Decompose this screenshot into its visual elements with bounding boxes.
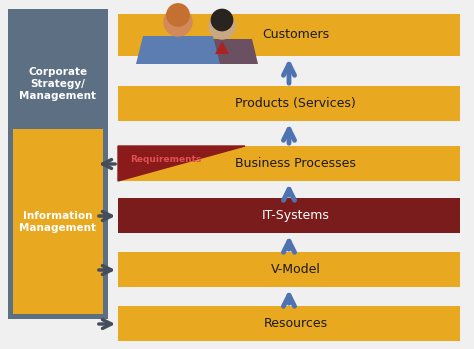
Bar bbox=[118, 198, 460, 233]
Text: Resources: Resources bbox=[264, 317, 328, 330]
Text: Customers: Customers bbox=[262, 29, 329, 42]
Bar bbox=[8, 9, 108, 319]
Text: Corporate
Strategy/
Management: Corporate Strategy/ Management bbox=[19, 67, 97, 102]
Text: Business Processes: Business Processes bbox=[236, 157, 356, 170]
Bar bbox=[13, 129, 103, 314]
Text: IT-Systems: IT-Systems bbox=[262, 209, 330, 222]
Bar bbox=[118, 14, 460, 56]
Text: V-Model: V-Model bbox=[271, 263, 321, 276]
Text: Information
Management: Information Management bbox=[19, 211, 97, 233]
Text: Requirements: Requirements bbox=[130, 155, 201, 163]
Polygon shape bbox=[215, 41, 229, 54]
Bar bbox=[118, 252, 460, 287]
Circle shape bbox=[167, 4, 189, 26]
Bar bbox=[118, 306, 460, 341]
Bar bbox=[118, 86, 460, 121]
Circle shape bbox=[211, 9, 233, 31]
Polygon shape bbox=[136, 36, 220, 64]
Polygon shape bbox=[118, 146, 245, 181]
Text: Products (Services): Products (Services) bbox=[236, 97, 356, 110]
Polygon shape bbox=[186, 39, 258, 64]
Bar bbox=[118, 146, 460, 181]
Circle shape bbox=[164, 8, 192, 36]
Circle shape bbox=[209, 13, 235, 39]
